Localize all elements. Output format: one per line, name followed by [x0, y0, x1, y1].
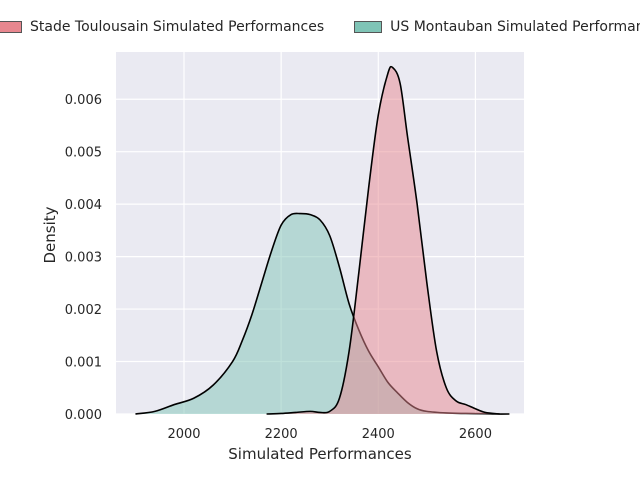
- density-line-stade-toulousain: [266, 65, 500, 415]
- y-tick-label: 0.001: [65, 356, 102, 371]
- y-tick-labels: 0.000 0.001 0.002 0.003 0.004 0.005 0.006: [65, 93, 102, 423]
- density-fill-stade-toulousain: [266, 66, 500, 414]
- legend-swatch-us-montauban: [354, 21, 383, 33]
- x-tick-label: 2400: [362, 427, 395, 442]
- legend-label-stade-toulousain: Stade Toulousain Simulated Performances: [30, 19, 325, 35]
- legend-label-us-montauban: US Montauban Simulated Performances: [390, 19, 640, 35]
- x-axis-label: Simulated Performances: [228, 445, 412, 463]
- density-fill-us-montauban: [135, 213, 510, 415]
- legend-item-us-montauban: US Montauban Simulated Performances: [354, 19, 640, 35]
- y-tick-label: 0.006: [65, 93, 102, 108]
- y-tick-label: 0.005: [65, 146, 102, 161]
- density-areas: [135, 65, 510, 415]
- legend: Stade Toulousain Simulated Performances …: [0, 19, 640, 35]
- y-tick-label: 0.002: [65, 303, 102, 318]
- y-tick-label: 0.003: [65, 251, 102, 266]
- y-tick-label: 0.004: [65, 198, 102, 213]
- x-tick-label: 2200: [265, 427, 298, 442]
- legend-swatch-stade-toulousain: [0, 21, 22, 33]
- x-tick-label: 2000: [167, 427, 200, 442]
- y-axis-label: Density: [41, 206, 59, 263]
- x-tick-labels: 2000 2200 2400 2600: [167, 427, 492, 442]
- legend-item-stade-toulousain: Stade Toulousain Simulated Performances: [0, 19, 324, 35]
- y-tick-label: 0.000: [65, 408, 102, 423]
- x-tick-label: 2600: [459, 427, 492, 442]
